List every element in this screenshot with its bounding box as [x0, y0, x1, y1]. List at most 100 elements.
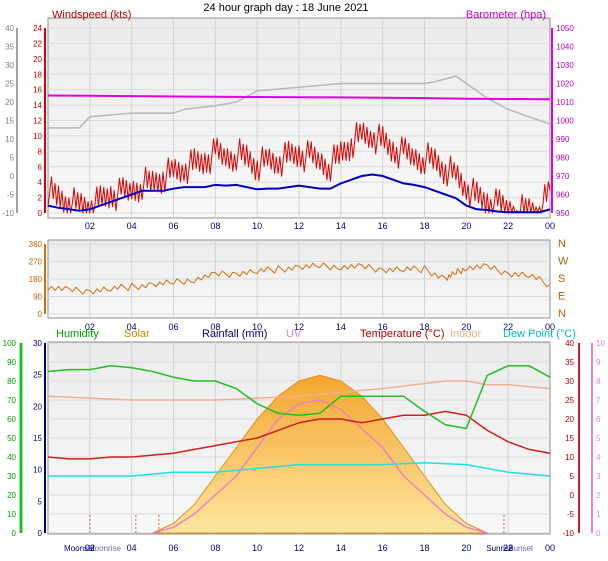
climate-legend: Humidity Solar Rainfall (mm) UV Temperature …	[56, 328, 576, 340]
x-tick-label: 04	[127, 221, 137, 231]
temperature-tick: 0	[570, 491, 575, 500]
x-tick-label: 08	[210, 322, 220, 332]
x-tick-label: 12	[294, 322, 304, 332]
outer-series-line	[48, 75, 551, 129]
x-tick-label: 06	[168, 322, 178, 332]
barometer-label: Barometer (hpa)	[466, 9, 546, 21]
wind-inner-tick: 8	[38, 147, 43, 156]
wind-inner-tick: 22	[33, 39, 42, 48]
compass-label: N	[558, 238, 566, 250]
wind-axes: 4035302520151050-5-102422201816141210864…	[2, 24, 574, 218]
rain-tick: 30	[33, 339, 42, 348]
windspeed-avg-line	[47, 173, 551, 214]
wind-outer-tick: -5	[7, 191, 15, 200]
humidity-tick: 80	[7, 377, 16, 386]
uv-tick: 2	[596, 491, 601, 500]
temperature-tick: 5	[570, 472, 575, 481]
x-tick-label: 14	[336, 221, 346, 231]
wind-inner-tick: 10	[33, 132, 42, 141]
rain-tick: 10	[33, 466, 42, 475]
humidity-tick: 60	[7, 415, 16, 424]
x-tick-label: 22	[503, 543, 513, 553]
x-tick-label: 10	[252, 221, 262, 231]
barometer-line	[47, 94, 551, 101]
wind-outer-tick: 10	[5, 135, 14, 144]
temperature-tick: -5	[567, 510, 575, 519]
compass-label: E	[558, 291, 565, 303]
wind-outer-tick: 5	[10, 154, 15, 163]
wind-outer-tick: -10	[2, 209, 14, 218]
x-tick-label: 00	[545, 543, 555, 553]
x-tick-label: 06	[168, 221, 178, 231]
sunrise-label: Sunrise	[486, 544, 514, 553]
uv-tick: 0	[596, 529, 601, 538]
x-tick-label: 04	[127, 322, 137, 332]
legend-entry: Indoor	[450, 328, 482, 340]
wind-outer-tick: 25	[5, 80, 14, 89]
x-tick-label: 18	[419, 221, 429, 231]
wind-inner-tick: 0	[38, 209, 43, 218]
uv-tick: 5	[596, 434, 601, 443]
windspeed-label: Windspeed (kts)	[52, 9, 131, 21]
direction-tick: 360	[29, 240, 43, 249]
indoor-line	[47, 380, 551, 401]
windspeed-line	[47, 122, 551, 214]
x-tick-label: 04	[127, 543, 137, 553]
barometer-tick: 1040	[556, 43, 574, 52]
x-tick-label: 20	[461, 322, 471, 332]
x-tick-label: 16	[378, 322, 388, 332]
temperature-tick: 20	[565, 415, 574, 424]
solar-area	[152, 374, 488, 534]
wind-inner-tick: 12	[33, 117, 42, 126]
compass-label: W	[558, 256, 569, 268]
temperature-tick: 30	[565, 377, 574, 386]
barometer-tick: 960	[556, 191, 570, 200]
uv-tick: 9	[596, 358, 601, 367]
legend-entry: Temperature (°C)	[360, 328, 444, 340]
uv-tick: 1	[596, 510, 601, 519]
humidity-tick: 40	[7, 453, 16, 462]
legend-entry: Dew Point (°C)	[503, 328, 576, 340]
barometer-tick: 1020	[556, 80, 574, 89]
x-tick-label: 14	[336, 322, 346, 332]
x-tick-label: 20	[461, 543, 471, 553]
humidity-tick: 70	[7, 396, 16, 405]
rain-tick: 20	[33, 402, 42, 411]
wind-outer-tick: 40	[5, 24, 14, 33]
uv-tick: 4	[596, 453, 601, 462]
x-tick-label: 02	[85, 322, 95, 332]
rain-tick: 15	[33, 434, 42, 443]
barometer-tick: 1030	[556, 61, 574, 70]
wind-inner-tick: 14	[33, 101, 42, 110]
humidity-tick: 0	[12, 529, 17, 538]
wind-inner-tick: 20	[33, 55, 42, 64]
wind-outer-tick: 35	[5, 43, 14, 52]
x-tick-label: 10	[252, 322, 262, 332]
dewpoint-line	[48, 461, 551, 477]
humidity-tick: 10	[7, 510, 16, 519]
x-tick-label: 02	[85, 221, 95, 231]
x-tick-label: 08	[210, 543, 220, 553]
compass-label: N	[558, 308, 566, 320]
temperature-tick: 25	[565, 396, 574, 405]
direction-tick: 90	[33, 293, 42, 302]
barometer-tick: 990	[556, 135, 570, 144]
moonset-label: Moonset	[64, 544, 95, 553]
compass-label: S	[558, 273, 565, 285]
rain-tick: 5	[38, 497, 43, 506]
x-tick-label: 14	[336, 543, 346, 553]
climate-axes: 1009080706050403020100302520151050403530…	[3, 339, 606, 538]
x-tick-label: 02	[85, 543, 95, 553]
direction-tick: 270	[29, 258, 43, 267]
wind-inner-tick: 24	[33, 24, 42, 33]
x-tick-label: 20	[461, 221, 471, 231]
wind-inner-tick: 16	[33, 86, 42, 95]
direction-grid: 02 04 06 08 10 12 14 16 18 20 22 00	[48, 240, 555, 332]
x-tick-label: 16	[378, 543, 388, 553]
legend-entry: UV	[286, 328, 302, 340]
wind-inner-tick: 2	[38, 194, 43, 203]
barometer-tick: 980	[556, 154, 570, 163]
direction-line	[47, 262, 551, 295]
